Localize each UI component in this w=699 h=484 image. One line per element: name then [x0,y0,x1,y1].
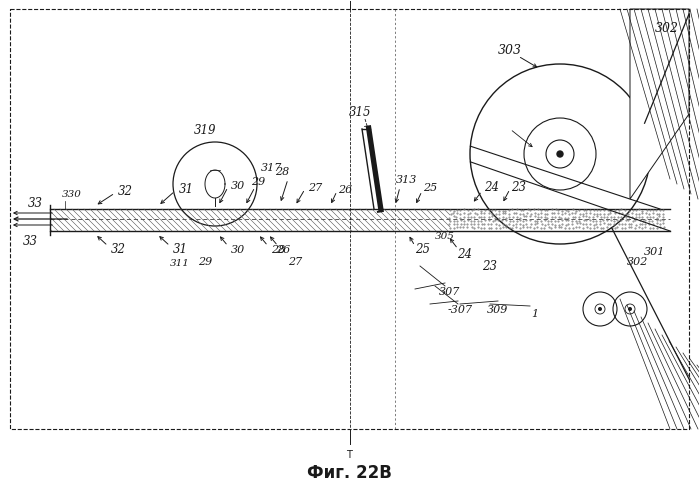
Text: 31: 31 [178,183,194,196]
Text: 32: 32 [117,185,133,198]
Text: 27: 27 [308,182,322,193]
Text: 302: 302 [655,21,679,34]
Text: 27: 27 [288,257,302,267]
Text: 307: 307 [439,287,461,296]
Text: 309: 309 [487,304,509,314]
Text: 330: 330 [62,190,82,199]
Text: 26: 26 [338,184,352,195]
Text: 313: 313 [396,175,418,184]
Text: 31: 31 [173,243,187,256]
Text: 23: 23 [512,181,526,194]
Text: 311: 311 [170,259,190,268]
Text: Фиг. 22В: Фиг. 22В [307,463,391,481]
Text: 26: 26 [276,244,290,255]
Text: T: T [346,449,352,459]
Text: 301: 301 [644,246,665,257]
Circle shape [628,307,632,311]
Circle shape [598,307,602,311]
Text: 315: 315 [349,106,371,119]
Text: 1: 1 [531,308,538,318]
Text: 305: 305 [435,232,455,241]
Text: 25: 25 [423,182,437,193]
Text: 317: 317 [261,163,282,173]
Text: 28: 28 [275,166,289,177]
Text: 319: 319 [194,124,216,137]
Text: 30: 30 [231,181,245,191]
Text: 30: 30 [231,244,245,255]
Text: 33: 33 [27,197,43,210]
Text: 303: 303 [498,45,522,58]
Text: -307: -307 [447,304,473,314]
Text: 28: 28 [271,244,285,255]
Text: 23: 23 [482,260,498,273]
Text: 29: 29 [198,257,212,267]
Text: 302: 302 [627,257,649,267]
Text: 24: 24 [484,181,500,194]
Polygon shape [630,10,689,199]
Text: 25: 25 [415,243,431,256]
Text: 24: 24 [458,247,473,260]
Circle shape [557,151,563,158]
Text: 29: 29 [251,177,265,187]
Text: 32: 32 [110,243,126,256]
Text: 33: 33 [22,235,38,248]
